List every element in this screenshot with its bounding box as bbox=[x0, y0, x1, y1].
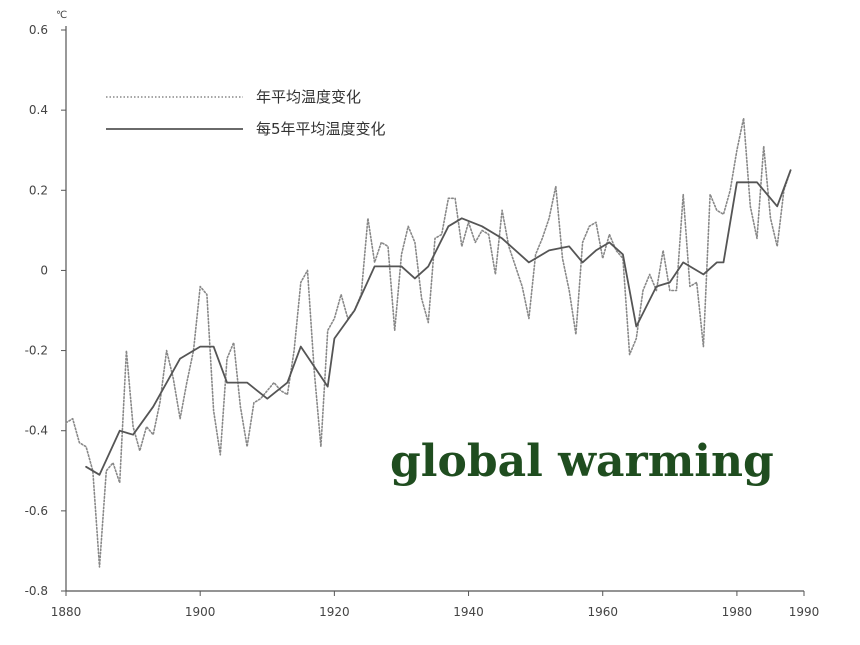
series-annual-line bbox=[65, 117, 792, 568]
x-tick-label: 1960 bbox=[587, 605, 618, 619]
legend-label: 年平均温度变化 bbox=[256, 88, 361, 106]
x-tick-label: 1880 bbox=[51, 605, 82, 619]
x-ticks: 1880 1900 1920 1940 1960 1980 1990 bbox=[51, 591, 820, 619]
y-tick-label: 0.6 bbox=[29, 23, 48, 37]
x-tick-label: 1900 bbox=[185, 605, 216, 619]
x-tick-label: 1940 bbox=[453, 605, 484, 619]
series-5yr-line bbox=[85, 169, 792, 476]
y-tick-label: -0.4 bbox=[25, 424, 48, 438]
axes: ℃ bbox=[56, 10, 804, 592]
x-tick-label: 1920 bbox=[319, 605, 350, 619]
overlay-caption: global warming bbox=[390, 436, 774, 487]
y-tick-label: -0.2 bbox=[25, 344, 48, 358]
y-tick-label: -0.6 bbox=[25, 504, 48, 518]
x-tick-label: 1990 bbox=[789, 605, 820, 619]
x-tick-label: 1980 bbox=[722, 605, 753, 619]
y-tick-label: 0.2 bbox=[29, 183, 48, 197]
y-tick-label: 0 bbox=[40, 263, 48, 277]
series-layer bbox=[65, 117, 792, 568]
legend-label: 每5年平均温度变化 bbox=[256, 120, 386, 138]
y-ticks: 0.6 0.4 0.2 0 -0.2 -0.4 -0.6 -0.8 bbox=[25, 23, 66, 598]
y-tick-label: -0.8 bbox=[25, 584, 48, 598]
y-tick-label: 0.4 bbox=[29, 103, 48, 117]
y-unit-label: ℃ bbox=[56, 10, 67, 21]
